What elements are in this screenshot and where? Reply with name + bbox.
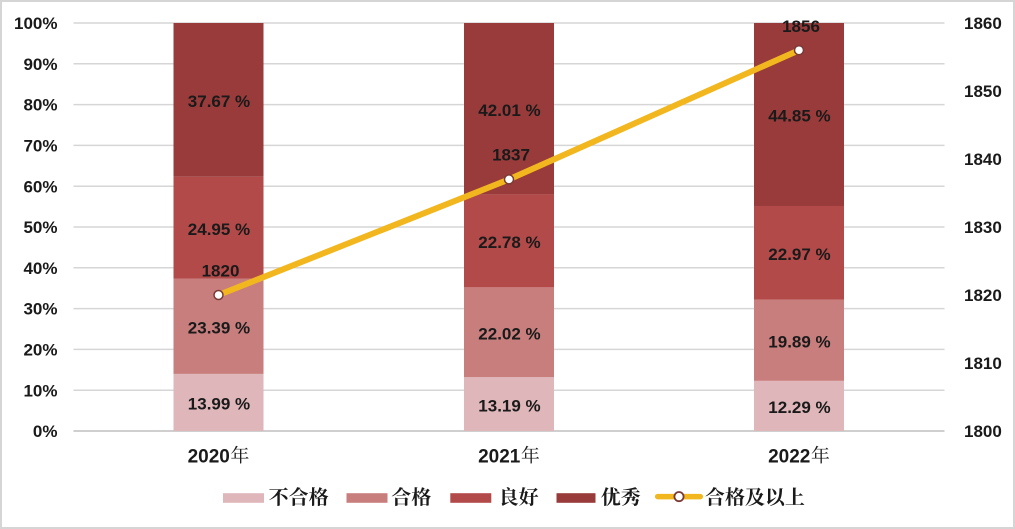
svg-text:22.78 %: 22.78 % xyxy=(478,233,540,252)
svg-text:13.19 %: 13.19 % xyxy=(478,396,540,415)
svg-text:1860: 1860 xyxy=(964,14,1002,33)
svg-text:22.02 %: 22.02 % xyxy=(478,325,540,344)
svg-text:2021: 2021 xyxy=(478,447,521,468)
svg-text:100%: 100% xyxy=(14,14,57,33)
svg-text:1800: 1800 xyxy=(964,422,1002,441)
svg-text:19.89 %: 19.89 % xyxy=(768,333,830,352)
svg-text:24.95 %: 24.95 % xyxy=(188,220,250,239)
svg-text:12.29 %: 12.29 % xyxy=(768,398,830,417)
svg-text:10%: 10% xyxy=(23,381,57,400)
svg-text:60%: 60% xyxy=(23,177,57,196)
svg-text:30%: 30% xyxy=(23,300,57,319)
svg-text:1840: 1840 xyxy=(964,150,1002,169)
svg-text:13.99 %: 13.99 % xyxy=(188,395,250,414)
svg-text:1837: 1837 xyxy=(492,146,530,165)
svg-text:2020: 2020 xyxy=(188,447,230,468)
svg-text:44.85 %: 44.85 % xyxy=(768,107,830,126)
svg-text:1810: 1810 xyxy=(964,354,1002,373)
svg-text:42.01 %: 42.01 % xyxy=(478,101,540,120)
svg-text:1830: 1830 xyxy=(964,218,1002,237)
svg-text:70%: 70% xyxy=(23,137,57,156)
svg-text:1856: 1856 xyxy=(782,17,820,36)
svg-text:0%: 0% xyxy=(33,422,58,441)
svg-text:50%: 50% xyxy=(23,218,57,237)
svg-text:22.97 %: 22.97 % xyxy=(768,245,830,264)
svg-text:23.39 %: 23.39 % xyxy=(188,318,250,337)
svg-text:1820: 1820 xyxy=(202,261,240,280)
svg-text:90%: 90% xyxy=(23,55,57,74)
svg-text:2022: 2022 xyxy=(768,447,810,468)
svg-text:1850: 1850 xyxy=(964,82,1002,101)
svg-text:20%: 20% xyxy=(23,341,57,360)
svg-text:40%: 40% xyxy=(23,259,57,278)
svg-text:1820: 1820 xyxy=(964,286,1002,305)
svg-text:80%: 80% xyxy=(23,96,57,115)
svg-text:37.67 %: 37.67 % xyxy=(188,92,250,111)
